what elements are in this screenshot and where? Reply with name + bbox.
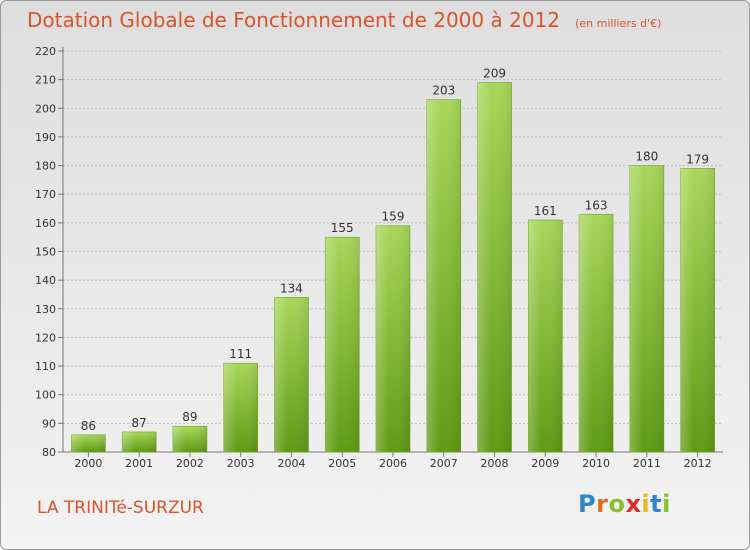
y-tick-label: 200: [35, 102, 56, 115]
y-tick-label: 80: [42, 446, 56, 459]
x-tick-label-2010: 2010: [582, 457, 610, 470]
logo-letter: r: [596, 490, 609, 518]
logo-letter: P: [578, 490, 597, 518]
y-tick-label: 150: [35, 246, 56, 259]
value-label-2008: 209: [483, 67, 506, 81]
value-label-2009: 161: [534, 204, 557, 218]
value-label-2006: 159: [382, 210, 405, 224]
y-tick-label: 110: [35, 360, 56, 373]
logo-letter: i: [641, 490, 651, 518]
y-tick-label: 140: [35, 274, 56, 287]
value-label-2010: 163: [585, 198, 608, 212]
y-tick-label: 120: [35, 331, 56, 344]
bar-shine-2011: [629, 165, 664, 453]
value-label-2000: 86: [81, 419, 96, 433]
bar-shine-2008: [477, 82, 512, 452]
y-tick-label: 160: [35, 217, 56, 230]
value-label-2011: 180: [635, 150, 658, 164]
unit-note: (en milliers d'€): [575, 17, 662, 30]
bar-shine-2009: [528, 219, 563, 452]
value-label-2005: 155: [331, 221, 354, 235]
value-label-2003: 111: [229, 347, 252, 361]
x-tick-label-2000: 2000: [74, 457, 102, 470]
bars: [71, 82, 715, 453]
y-tick-label: 220: [35, 45, 56, 58]
x-tick-label-2005: 2005: [328, 457, 356, 470]
bar-shine-2007: [426, 99, 461, 452]
y-tick-label: 170: [35, 188, 56, 201]
bar-shine-2002: [172, 426, 207, 452]
bar-shine-2010: [579, 214, 614, 452]
bar-shine-2012: [680, 168, 715, 452]
x-tick-label-2006: 2006: [379, 457, 407, 470]
chart-title: Dotation Globale de Fonctionnement de 20…: [27, 8, 560, 32]
value-label-2004: 134: [280, 281, 303, 295]
bar-shine-2004: [274, 297, 309, 452]
labels: 80 90 100 110 120 130 140 150 160 170 180 190 200 210…: [35, 45, 712, 470]
y-tick-label: 180: [35, 160, 56, 173]
bar-shine-2003: [223, 363, 258, 452]
x-tick-label-2003: 2003: [227, 457, 255, 470]
value-label-2001: 87: [132, 416, 147, 430]
x-tick-label-2002: 2002: [176, 457, 204, 470]
logo-letter: i: [662, 490, 671, 518]
logo-letter: t: [650, 490, 663, 518]
y-tick-label: 190: [35, 131, 56, 144]
y-tick-label: 100: [35, 389, 56, 402]
value-label-2012: 179: [686, 152, 709, 166]
x-tick-label-2008: 2008: [481, 457, 509, 470]
y-tick-label: 90: [42, 417, 56, 430]
x-tick-label-2007: 2007: [430, 457, 458, 470]
title-row: Dotation Globale de Fonctionnement de 20…: [27, 8, 661, 32]
y-tick-label: 130: [35, 303, 56, 316]
logo-letter: x: [625, 490, 642, 518]
x-tick-label-2004: 2004: [277, 457, 305, 470]
bar-shine-2006: [376, 225, 410, 452]
commune-name: LA TRINITé-SURZUR: [37, 498, 204, 518]
value-label-2007: 203: [432, 84, 455, 98]
x-tick-label-2011: 2011: [633, 457, 661, 470]
proxiti-logo: Proxiti: [578, 490, 671, 518]
x-tick-label-2001: 2001: [125, 457, 153, 470]
bar-shine-2000: [71, 434, 106, 452]
bar-shine-2001: [122, 431, 157, 452]
x-tick-label-2012: 2012: [684, 457, 712, 470]
x-tick-label-2009: 2009: [531, 457, 559, 470]
logo-letter: o: [608, 490, 626, 518]
y-tick-label: 210: [35, 74, 56, 87]
bar-shine-2005: [325, 237, 360, 452]
value-label-2002: 89: [182, 410, 197, 424]
gridlines: [63, 50, 723, 453]
